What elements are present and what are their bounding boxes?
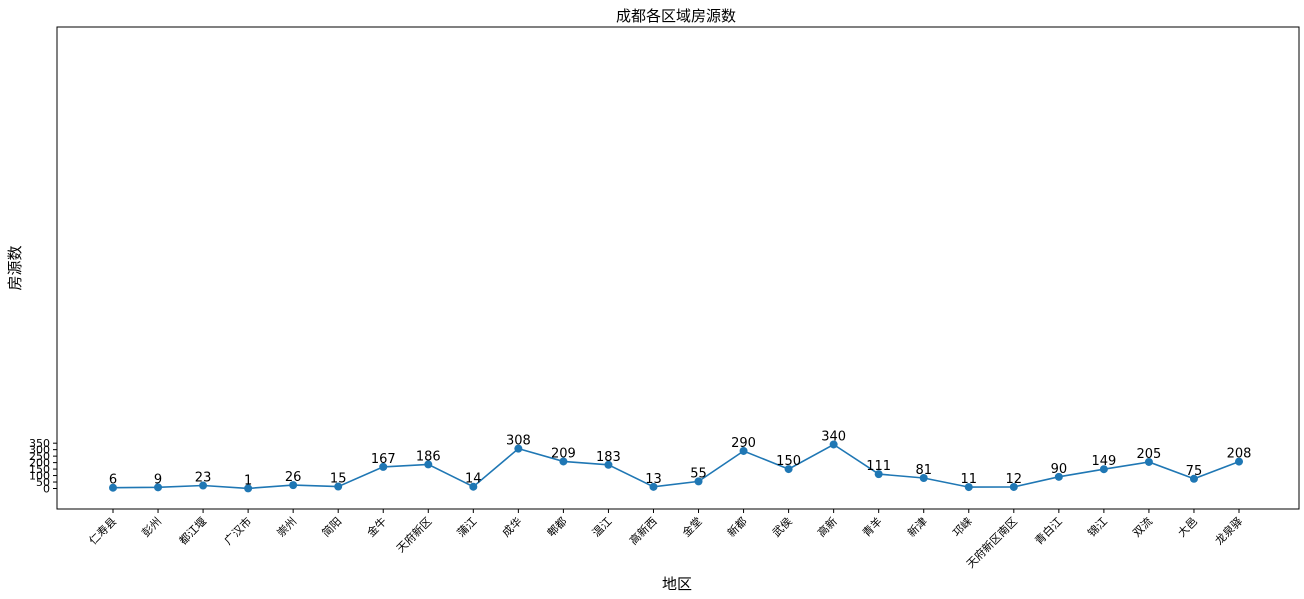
data-label: 6 xyxy=(109,473,117,488)
y-tick-label: 200 xyxy=(29,457,50,470)
x-tick-label: 新津 xyxy=(904,514,929,539)
chart-title: 成都各区域房源数 xyxy=(616,7,736,25)
data-point xyxy=(1144,457,1153,466)
x-tick-label: 彭州 xyxy=(139,514,164,539)
data-point xyxy=(649,482,658,491)
data-label: 26 xyxy=(285,470,302,485)
data-label: 14 xyxy=(465,472,482,487)
data-label: 149 xyxy=(1091,454,1116,469)
data-point xyxy=(1009,482,1018,491)
data-point xyxy=(1054,472,1063,481)
x-tick-label: 金牛 xyxy=(364,514,389,539)
plot-frame xyxy=(56,26,1300,510)
y-tick-label: 350 xyxy=(29,437,50,450)
data-point xyxy=(334,482,343,491)
data-point xyxy=(1235,457,1243,466)
x-tick-label: 金堂 xyxy=(679,514,704,539)
x-tick-label: 邛崃 xyxy=(950,515,975,540)
data-label: 308 xyxy=(506,434,531,449)
data-label: 12 xyxy=(1006,472,1023,487)
x-axis: 仁寿县 彭州 都江堰 广汉市 崇州 简阳 金牛 天府新区 蒲江 成华 郫都 温江 高新西 金堂 新都 武侯 高新… xyxy=(86,509,1245,571)
data-label: 205 xyxy=(1137,447,1162,462)
series-line xyxy=(112,443,1240,490)
data-label: 209 xyxy=(551,446,576,461)
x-axis-label: 地区 xyxy=(662,575,692,593)
data-point xyxy=(469,482,478,491)
data-label: 290 xyxy=(731,436,756,451)
x-tick-label: 双流 xyxy=(1130,514,1155,539)
x-tick-label: 崇州 xyxy=(275,515,300,540)
y-tick-label: 50 xyxy=(36,476,50,489)
data-label: 13 xyxy=(645,472,662,487)
y-tick-label: 100 xyxy=(29,470,50,483)
data-point xyxy=(1099,465,1108,474)
y-tick-label: 150 xyxy=(29,463,50,476)
data-label: 150 xyxy=(776,454,801,469)
data-point xyxy=(784,465,793,474)
x-tick-label: 蒲江 xyxy=(454,514,479,539)
data-point xyxy=(244,484,253,493)
x-tick-label: 大邑 xyxy=(1175,514,1200,539)
x-tick-label: 郫都 xyxy=(544,514,569,539)
data-point xyxy=(424,460,433,469)
data-point xyxy=(199,481,208,490)
data-label: 11 xyxy=(960,472,977,487)
x-tick-label: 仁寿县 xyxy=(86,514,119,547)
data-point xyxy=(964,483,973,492)
data-label: 55 xyxy=(690,466,707,481)
x-tick-label: 高新西 xyxy=(626,514,659,547)
data-point xyxy=(1189,474,1198,483)
data-label: 75 xyxy=(1186,464,1203,479)
data-point xyxy=(919,474,928,483)
data-label: 23 xyxy=(195,471,212,486)
x-tick-label: 天府新区 xyxy=(393,514,434,555)
x-tick-label: 武侯 xyxy=(769,514,794,539)
data-point xyxy=(289,481,298,490)
data-label: 167 xyxy=(371,452,396,467)
data-point xyxy=(829,440,838,449)
x-tick-label: 简阳 xyxy=(319,514,344,539)
data-point xyxy=(604,460,613,469)
x-tick-label: 成华 xyxy=(499,514,524,539)
x-tick-label: 青羊 xyxy=(859,514,884,539)
x-tick-label: 新都 xyxy=(724,514,749,539)
data-label: 340 xyxy=(821,429,846,444)
x-tick-label: 高新 xyxy=(814,514,839,539)
data-label: 186 xyxy=(416,449,441,464)
data-label: 111 xyxy=(866,459,891,474)
data-label: 15 xyxy=(330,472,347,487)
x-tick-label: 广汉市 xyxy=(221,514,254,547)
data-point xyxy=(559,457,568,466)
y-axis-label: 房源数 xyxy=(6,245,24,290)
x-tick-label: 龙泉驿 xyxy=(1212,514,1245,547)
data-point xyxy=(874,470,883,479)
data-point xyxy=(514,444,523,453)
x-tick-label: 锦江 xyxy=(1085,514,1110,539)
x-tick-label: 温江 xyxy=(590,515,615,540)
y-tick-label: 250 xyxy=(29,450,50,463)
data-label: 81 xyxy=(915,463,932,478)
data-point xyxy=(739,446,748,455)
y-tick-label: 0 xyxy=(43,483,50,496)
y-tick-label: 300 xyxy=(29,444,50,457)
data-label: 9 xyxy=(154,472,162,487)
data-label: 183 xyxy=(596,450,621,465)
x-tick-label: 都江堰 xyxy=(177,515,210,548)
data-point xyxy=(379,462,388,471)
data-label: 1 xyxy=(244,473,252,488)
x-tick-label: 青白江 xyxy=(1032,514,1065,547)
data-point xyxy=(109,483,117,492)
data-point xyxy=(154,483,163,492)
data-labels: 6 9 23 1 26 15 167 186 14 308 209 183 13 55 290 150 340 1… xyxy=(109,429,1252,488)
data-label: 90 xyxy=(1051,462,1068,477)
data-points xyxy=(109,440,1243,493)
data-label: 208 xyxy=(1227,447,1252,462)
data-point xyxy=(694,477,703,486)
